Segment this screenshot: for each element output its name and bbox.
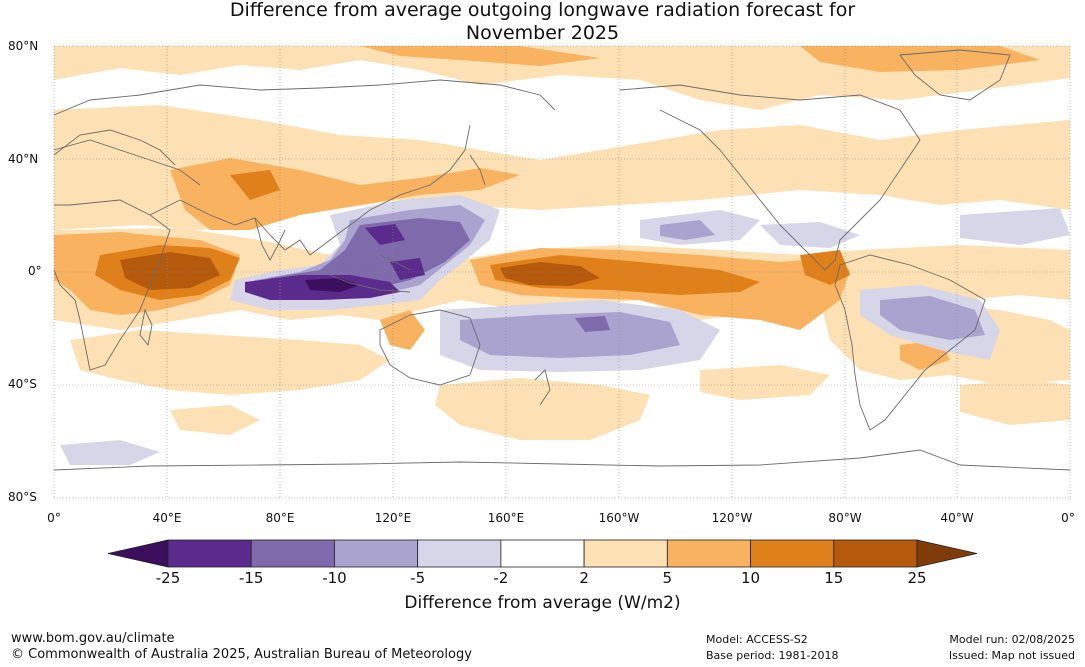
- graticule: [53, 45, 1071, 499]
- colorbar-segment: [583, 539, 668, 568]
- lat-label-40n: 40°N: [8, 152, 39, 166]
- footer-model: Model: ACCESS-S2: [706, 633, 808, 646]
- colorbar-segment: [500, 539, 585, 568]
- colorbar-tick-label: 2: [579, 569, 589, 587]
- footer-base-period: Base period: 1981-2018: [706, 649, 839, 662]
- colorbar-tick-label: 5: [662, 569, 673, 587]
- footer-copyright: © Commonwealth of Australia 2025, Austra…: [11, 647, 472, 662]
- lon-label-80w: 80°W: [828, 511, 862, 525]
- lat-label-80s: 80°S: [8, 490, 37, 504]
- anomaly-band-15-25: [120, 252, 600, 290]
- colorbar-tick-label: -15: [238, 569, 264, 587]
- footer-model-run: Model run: 02/08/2025: [949, 633, 1075, 646]
- footer-website[interactable]: www.bom.gov.au/climate: [11, 631, 175, 646]
- lat-label-40s: 40°S: [8, 377, 37, 391]
- colorbar-segment: [417, 539, 502, 568]
- lon-label-120w: 120°W: [711, 511, 753, 525]
- map-panel: [53, 45, 1071, 499]
- colorbar-tick-label: -5: [410, 569, 426, 587]
- lon-label-40e: 40°E: [152, 511, 182, 525]
- colorbar-tick-label: -25: [155, 569, 181, 587]
- colorbar-segment: [167, 539, 252, 568]
- lon-label-40w: 40°W: [940, 511, 974, 525]
- lon-label-160e: 160°E: [487, 511, 525, 525]
- colorbar-label: Difference from average (W/m2): [404, 593, 681, 613]
- lat-label-80n: 80°N: [8, 39, 39, 53]
- colorbar-segment: [250, 539, 335, 568]
- colorbar-tick-label: 25: [907, 569, 927, 587]
- lon-label-120e: 120°E: [374, 511, 412, 525]
- lon-label-0-right: 0°: [1061, 511, 1075, 525]
- map-title: Difference from average outgoing longwav…: [0, 0, 1085, 45]
- colorbar-segment: [666, 539, 751, 568]
- lon-label-80e: 80°E: [265, 511, 295, 525]
- map-title-line1: Difference from average outgoing longwav…: [229, 0, 856, 21]
- map-title-line2: November 2025: [465, 22, 620, 44]
- lon-label-160w: 160°W: [598, 511, 640, 525]
- colorbar-tick-label: -2: [493, 569, 509, 587]
- colorbar: [107, 539, 978, 568]
- coastlines: [53, 49, 1071, 471]
- colorbar-tick-label: 15: [824, 569, 844, 587]
- lon-label-0-left: 0°: [47, 511, 61, 525]
- colorbar-tick-label: 10: [741, 569, 761, 587]
- colorbar-tick-label: -10: [322, 569, 347, 587]
- colorbar-segment: [334, 539, 419, 568]
- colorbar-arrow-low: [107, 539, 169, 568]
- colorbar-segment: [750, 539, 835, 568]
- lat-label-0: 0°: [28, 264, 42, 278]
- colorbar-arrow-high: [916, 539, 978, 568]
- footer-issued: Issued: Map not issued: [948, 649, 1075, 662]
- colorbar-segment: [833, 539, 918, 568]
